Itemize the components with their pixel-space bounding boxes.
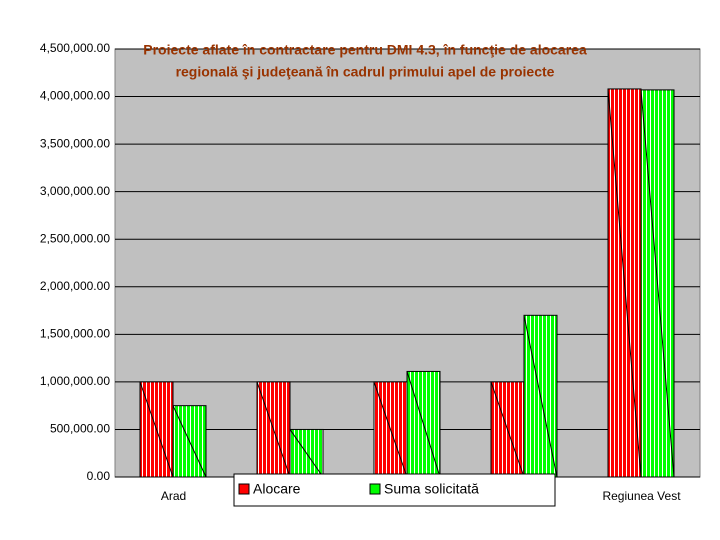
y-tick-label: 3,500,000.00 [40,136,110,150]
bar-decoration [406,371,441,478]
chart-title: regională şi judeţeană în cadrul primulu… [176,64,555,80]
y-tick-label: 1,000,000.00 [40,374,110,388]
y-tick-label: 2,500,000.00 [40,231,110,245]
legend-swatch [369,483,381,495]
bar-decoration [256,381,291,478]
x-tick-label: Regiunea Vest [602,489,681,503]
bar-decoration [523,315,558,478]
y-tick-label: 4,000,000.00 [40,89,110,103]
bar-decoration [289,429,324,478]
bar-decoration [373,381,408,478]
bar-decoration [490,381,525,478]
bar-decoration [172,405,207,478]
x-tick-label: Arad [161,489,186,503]
y-tick-label: 2,000,000.00 [40,279,110,293]
legend-swatch [238,483,250,495]
legend-label: Suma solicitată [384,481,479,497]
y-tick-label: 500,000.00 [50,422,110,436]
chart-title: Proiecte aflate în contractare pentru DM… [143,42,587,58]
y-tick-label: 4,500,000.00 [40,41,110,55]
legend-label: Alocare [253,481,301,497]
y-tick-label: 1,500,000.00 [40,327,110,341]
bar-decoration [607,88,642,478]
y-tick-label: 3,000,000.00 [40,184,110,198]
bar-decoration [139,381,174,478]
y-tick-label: 0.00 [87,469,111,483]
legend-box [233,473,556,507]
bar-decoration [640,89,675,478]
